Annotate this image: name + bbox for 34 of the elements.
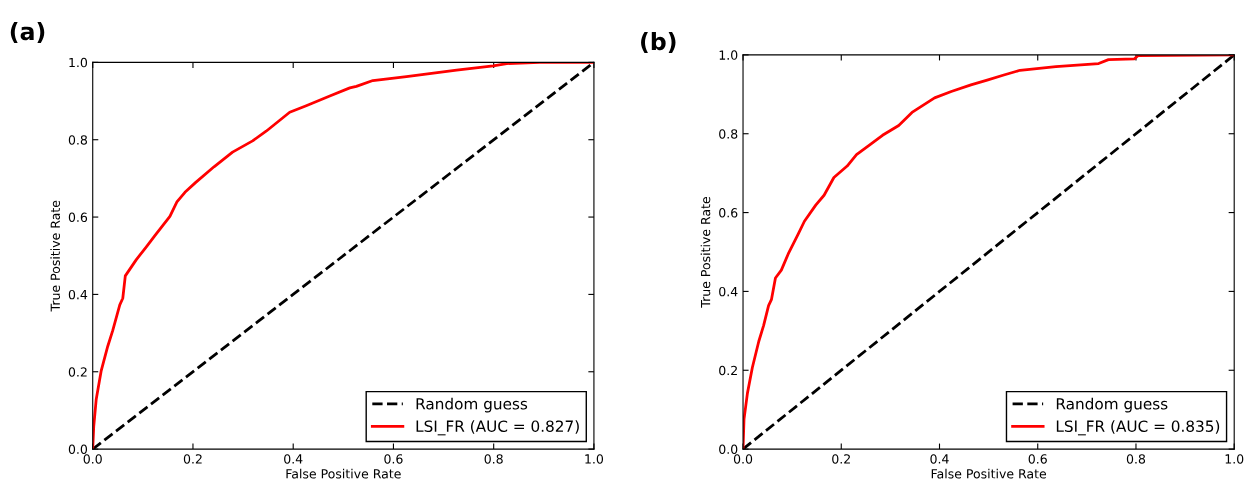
chart-title: (a) [10,22,45,44]
y-tick-label: 0.0 [68,444,88,455]
x-tick-label: 0.0 [733,454,753,464]
y-axis-title: True Positive Rate [700,197,711,308]
y-tick-label: 0.4 [719,286,738,297]
y-tick-label: 0.0 [719,444,738,455]
legend-label: Random guess [1056,397,1168,413]
x-axis-title: False Positive Rate [286,468,401,479]
chart-title: (b) [641,31,676,54]
x-axis-title: False Positive Rate [931,468,1047,479]
y-tick-label: 0.8 [719,129,738,139]
y-tick-label: 0.6 [719,208,738,218]
y-tick-label: 1.0 [69,57,88,68]
x-tick-label: 0.2 [832,454,850,464]
y-tick-label: 0.2 [68,367,87,377]
y-tick-label: 0.4 [68,289,88,300]
y-axis-title: True Positive Rate [50,200,60,312]
x-tick-label: 0.0 [83,454,102,464]
y-tick-label: 0.2 [719,365,737,376]
x-tick-label: 0.8 [1126,454,1146,464]
legend-label: Random guess [416,397,528,413]
x-tick-label: 1.0 [1225,454,1244,464]
x-tick-label: 0.4 [284,454,303,464]
x-tick-label: 0.4 [930,454,949,464]
y-tick-label: 0.6 [68,212,88,222]
y-tick-label: 0.8 [68,135,88,145]
x-tick-label: 0.6 [384,454,403,464]
y-tick-label: 1.0 [719,50,738,60]
x-tick-label: 1.0 [585,454,604,464]
legend-label: LSI_FR (AUC = 0.827) [416,420,579,436]
x-tick-label: 0.8 [484,454,503,464]
x-tick-label: 0.2 [183,454,202,464]
x-tick-label: 0.6 [1028,454,1047,464]
legend-label: LSI_FR (AUC = 0.835) [1056,420,1220,436]
